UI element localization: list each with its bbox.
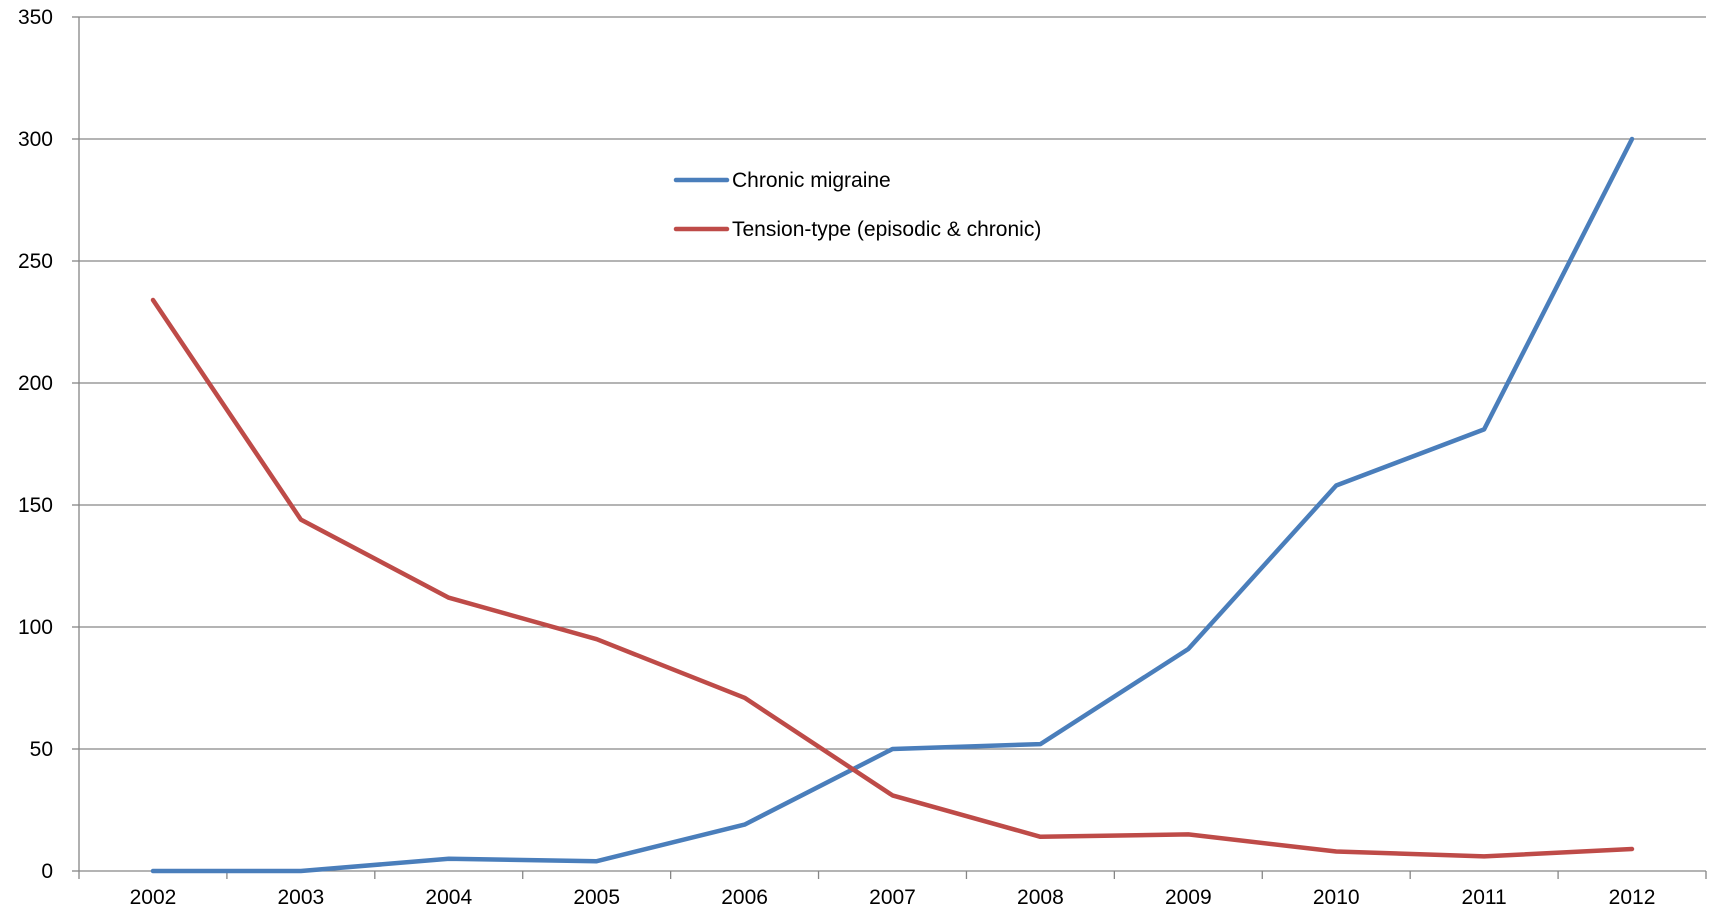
x-tick-label: 2005	[573, 886, 620, 909]
x-tick-label: 2008	[1017, 886, 1064, 909]
y-tick-label: 150	[18, 494, 53, 517]
x-tick-labels: 2002 2003 2004 2005 2006 2007 2008 2009 2010 2011…	[130, 886, 1656, 909]
y-tick-labels: 0 50 100 150 200 250 300 350	[18, 6, 53, 883]
x-tick-label: 2003	[278, 886, 325, 909]
series-line-0	[150, 136, 1635, 874]
y-tick-label: 100	[18, 616, 53, 639]
legend-label-tension-type: Tension-type (episodic & chronic)	[732, 218, 1041, 241]
gridlines	[72, 16, 1707, 879]
x-tick-label: 2009	[1165, 886, 1212, 909]
y-tick-label: 250	[18, 250, 53, 273]
axes	[78, 17, 1706, 872]
x-tick-label: 2007	[869, 886, 916, 909]
y-tick-label: 50	[30, 738, 53, 761]
series-line-1	[150, 297, 1635, 859]
x-tick-label: 2004	[425, 886, 472, 909]
x-tick-label: 2010	[1313, 886, 1360, 909]
y-tick-label: 350	[18, 6, 53, 29]
x-tick-label: 2002	[130, 886, 177, 909]
y-tick-label: 0	[41, 860, 53, 883]
legend-label-chronic-migraine: Chronic migraine	[732, 169, 891, 192]
y-tick-label: 200	[18, 372, 53, 395]
x-tick-label: 2006	[721, 886, 768, 909]
x-tick-label: 2011	[1462, 886, 1507, 909]
legend: Chronic migraine Tension-type (episodic …	[673, 169, 1041, 241]
y-tick-label: 300	[18, 128, 53, 151]
series-lines	[150, 136, 1635, 874]
x-tick-label: 2012	[1609, 886, 1656, 909]
